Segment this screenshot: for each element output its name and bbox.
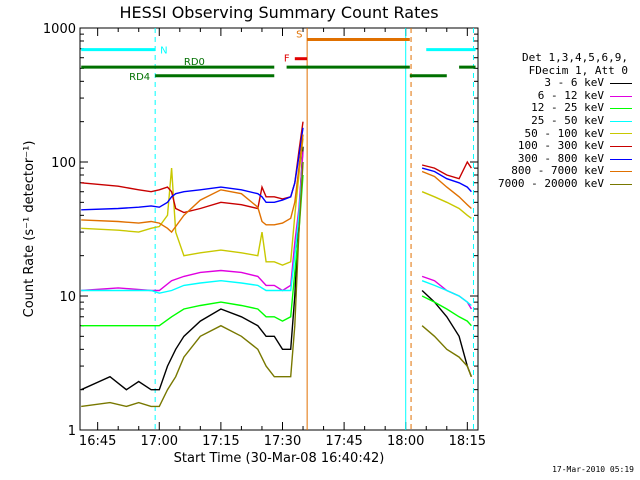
legend-entry: 100 - 300 keV: [486, 140, 632, 153]
series-line: [81, 161, 472, 307]
legend-entry-label: 6 - 12 keV: [537, 88, 604, 102]
legend-entry: 6 - 12 keV: [486, 88, 632, 103]
legend-entry: 12 - 25 keV: [486, 102, 632, 115]
plot-frame: [79, 27, 479, 431]
y-tick-label: 10: [59, 290, 76, 305]
legend-entry: 50 - 100 keV: [486, 126, 632, 141]
marker-label: F: [284, 54, 290, 65]
legend-entry: 800 - 7000 keV: [486, 165, 632, 178]
legend-swatch: [610, 171, 632, 173]
x-tick-label: 17:45: [325, 434, 362, 449]
series-line: [81, 174, 472, 327]
legend-swatch: [610, 145, 632, 147]
y-axis-label: Count Rate (s⁻¹ detector⁻¹): [22, 141, 37, 318]
legend-swatch: [610, 108, 632, 110]
marker-label: RD0: [184, 57, 205, 68]
legend-header-1: Det 1,3,4,5,6,9,: [522, 51, 628, 64]
x-tick-label: 18:15: [449, 434, 486, 449]
legend-header-2: FDecim 1, Att 0: [528, 63, 628, 77]
legend-entry-label: 25 - 50 keV: [531, 113, 604, 127]
y-tick-label: 1: [68, 424, 76, 439]
legend-entry-label: 7000 - 20000 keV: [498, 176, 604, 190]
legend-swatch: [610, 133, 632, 135]
legend-entry-label: 300 - 800 keV: [517, 151, 604, 165]
y-tick-label: 1000: [43, 22, 76, 37]
plot-area: N S F RD0 RD4: [80, 28, 476, 430]
series-line: [81, 151, 473, 310]
legend-swatch: [610, 82, 632, 84]
series-line: [80, 146, 473, 391]
legend-entry-label: 800 - 7000 keV: [511, 164, 604, 178]
legend-entry-label: 3 - 6 keV: [544, 76, 604, 90]
marker-label: S: [296, 30, 302, 41]
timestamp: 17-Mar-2010 05:19: [552, 465, 634, 474]
legend-swatch: [610, 95, 632, 97]
series-line: [81, 127, 472, 211]
legend-swatch: [610, 183, 632, 185]
x-tick-label: 18:00: [387, 434, 424, 449]
legend-swatch: [610, 120, 632, 122]
series-line: [81, 161, 473, 408]
legend-swatch: [610, 158, 632, 160]
legend-entry: 25 - 50 keV: [486, 113, 632, 128]
x-tick-label: 17:00: [141, 434, 178, 449]
marker-label: N: [160, 46, 167, 57]
legend-entry: 300 - 800 keV: [486, 151, 632, 166]
legend-entry: 7000 - 20000 keV: [486, 176, 632, 191]
chart-title: HESSI Observing Summary Count Rates: [119, 3, 439, 22]
x-tick-label: 17:15: [202, 434, 239, 449]
series-line: [81, 138, 472, 266]
legend-entry-label: 50 - 100 keV: [524, 126, 604, 140]
legend-entry: 3 - 6 keV: [486, 77, 632, 90]
x-tick-label: 17:30: [264, 434, 301, 449]
legend-entry-label: 100 - 300 keV: [517, 139, 604, 153]
legend-entry-label: 12 - 25 keV: [531, 101, 604, 115]
series-line: [81, 134, 472, 234]
x-tick-label: 16:45: [79, 434, 116, 449]
legend: Det 1,3,4,5,6,9, FDecim 1, Att 0 3 - 6 k…: [486, 51, 632, 191]
y-tick-label: 100: [51, 156, 76, 171]
series-line: [81, 121, 472, 214]
marker-label: RD4: [129, 72, 150, 83]
x-axis-label: Start Time (30-Mar-08 16:40:42): [174, 451, 385, 466]
